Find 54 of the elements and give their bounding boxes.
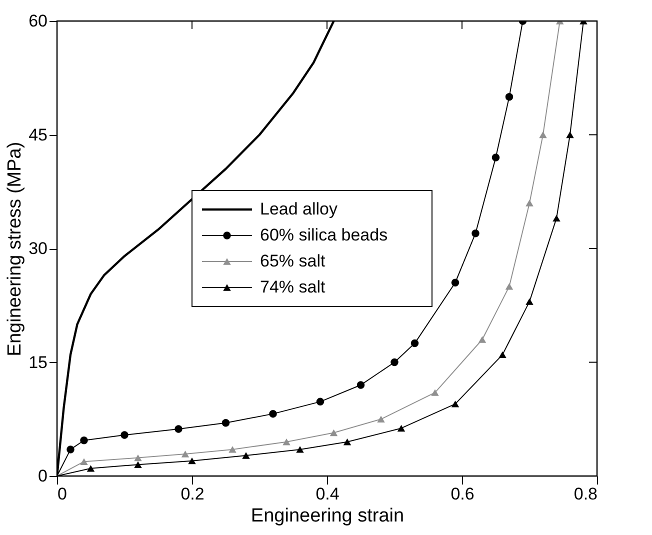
point: [134, 461, 142, 468]
point: [397, 424, 406, 432]
legend-label: Lead alloy: [260, 200, 338, 218]
point: [526, 200, 534, 206]
point: [174, 425, 182, 433]
legend-label: 74% salt: [260, 278, 326, 296]
point: [539, 131, 547, 138]
point: [134, 454, 142, 462]
point: [86, 465, 95, 472]
point: [478, 336, 486, 343]
point: [505, 283, 514, 290]
y-tick-label: 15: [28, 352, 48, 372]
y-tick-label: 30: [28, 239, 48, 258]
x-tick-label: 0.8: [574, 484, 598, 504]
point: [356, 381, 365, 389]
y-tick-label: 45: [28, 125, 48, 144]
point: [552, 214, 560, 222]
x-tick-label: 0.4: [316, 484, 340, 504]
point: [377, 416, 385, 422]
point: [66, 446, 74, 454]
point: [316, 398, 324, 406]
point: [498, 351, 506, 358]
point: [188, 457, 196, 464]
point: [431, 389, 439, 396]
x-axis-title: Engineering strain: [250, 506, 404, 526]
point: [505, 92, 514, 101]
point: [343, 438, 352, 446]
point: [120, 431, 128, 439]
x-tick-label: 0: [58, 484, 67, 504]
point: [222, 419, 230, 427]
point: [492, 154, 500, 162]
y-tick-label: 0: [38, 466, 48, 486]
x-tick-label: 0.6: [450, 484, 474, 504]
y-tick-label: 60: [28, 12, 48, 30]
x-tick-label: 0.2: [180, 484, 204, 504]
point: [181, 450, 190, 458]
point: [451, 278, 460, 286]
point: [526, 298, 534, 305]
point: [390, 358, 398, 366]
legend-label: 65% salt: [260, 252, 326, 270]
point: [80, 436, 88, 444]
point: [472, 229, 480, 238]
point: [269, 410, 277, 418]
point: [410, 339, 419, 348]
point: [296, 446, 304, 453]
point: [330, 429, 338, 436]
point: [451, 400, 460, 408]
point: [80, 458, 88, 465]
y-axis-title: Engineering stress (MPa): [4, 142, 26, 356]
legend-label: 60% silica beads: [260, 226, 388, 244]
point: [228, 446, 236, 453]
point: [242, 452, 250, 459]
point: [566, 131, 574, 138]
point: [282, 438, 290, 446]
